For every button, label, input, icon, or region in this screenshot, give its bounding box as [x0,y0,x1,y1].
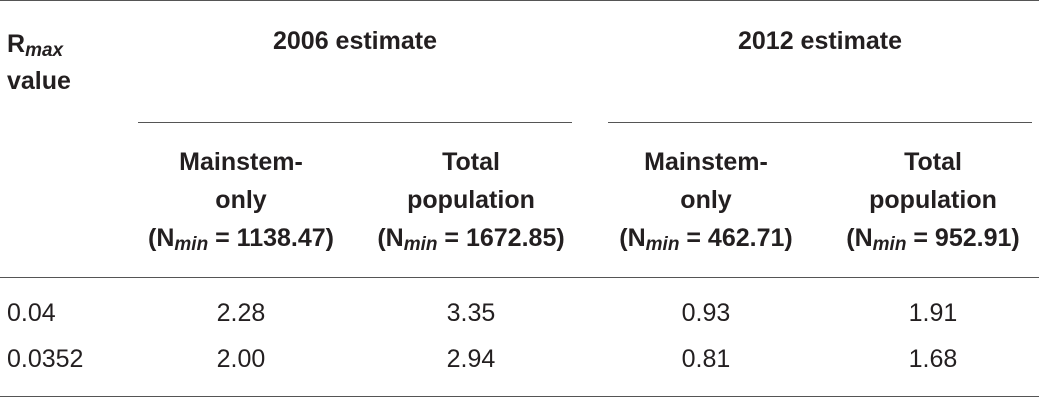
row-header-rmax: Rmax [7,25,63,63]
bottom-rule [0,396,1039,397]
col-header-nmin: (Nmin = 952.91) [846,224,1020,255]
row1-2012-mainstem: 0.93 [681,299,731,327]
col-header-line2: only [680,186,732,214]
col-header-2006-mainstem: Mainstem- only (Nmin = 1138.47) [130,143,352,257]
header-rule [0,277,1039,278]
col-header-nmin: (Nmin = 1672.85) [377,224,565,255]
col-header-2012-mainstem: Mainstem- only (Nmin = 462.71) [600,143,812,257]
row2-2012-total: 1.68 [908,345,958,373]
group-rule-2012 [608,122,1032,123]
row2-2012-mainstem: 0.81 [681,345,731,373]
row2-rmax: 0.0352 [7,345,84,373]
group-title-2006: 2006 estimate [272,27,437,55]
row-header-value: value [7,67,71,95]
col-header-line2: population [869,186,997,214]
row2-2006-mainstem: 2.00 [216,345,266,373]
row1-rmax: 0.04 [7,299,56,327]
rmax-subscript: max [25,40,64,61]
row1-2006-total: 3.35 [446,299,496,327]
col-header-2006-total: Total population (Nmin = 1672.85) [358,143,584,257]
col-header-line1: Total [904,148,962,176]
row1-2012-total: 1.91 [908,299,958,327]
col-header-line2: only [215,186,267,214]
top-rule [0,0,1039,1]
row2-2006-total: 2.94 [446,345,496,373]
row1-2006-mainstem: 2.28 [216,299,266,327]
group-title-2012: 2012 estimate [737,27,902,55]
rmax-symbol: R [7,30,26,58]
col-header-line2: population [407,186,535,214]
group-rule-2006 [138,122,572,123]
col-header-line1: Mainstem- [179,148,303,176]
col-header-line1: Mainstem- [644,148,768,176]
col-header-2012-total: Total population (Nmin = 952.91) [830,143,1036,257]
col-header-nmin: (Nmin = 462.71) [619,224,793,255]
col-header-nmin: (Nmin = 1138.47) [148,224,334,255]
col-header-line1: Total [442,148,500,176]
